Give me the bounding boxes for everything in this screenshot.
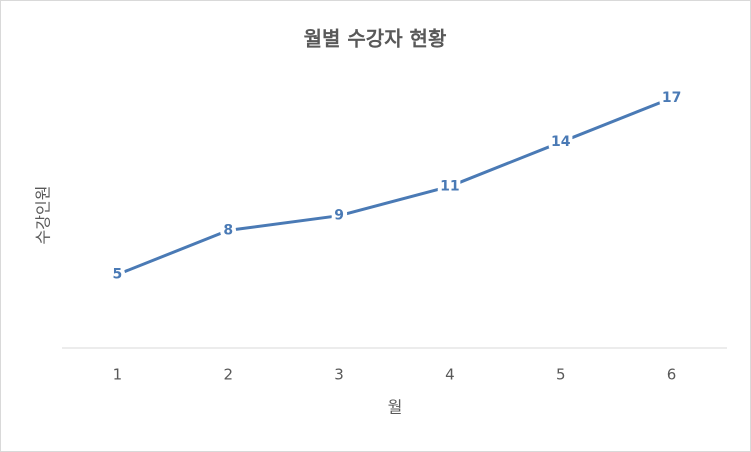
data-label: 17 bbox=[662, 90, 681, 106]
data-label: 5 bbox=[113, 267, 123, 283]
x-tick-label: 5 bbox=[556, 366, 566, 384]
y-axis-title: 수강인원 bbox=[34, 186, 53, 245]
data-label: 14 bbox=[551, 134, 571, 150]
chart-title: 월별 수강자 현황 bbox=[304, 27, 447, 51]
x-tick-label: 4 bbox=[445, 366, 455, 384]
x-axis-title: 월 bbox=[388, 398, 403, 417]
data-label: 8 bbox=[223, 222, 233, 238]
data-label: 11 bbox=[440, 178, 459, 194]
line-series bbox=[116, 96, 673, 276]
x-tick-label: 1 bbox=[113, 366, 123, 384]
x-tick-label: 2 bbox=[223, 366, 233, 384]
data-label: 9 bbox=[334, 208, 344, 224]
x-tick-label: 6 bbox=[667, 366, 677, 384]
x-tick-label: 3 bbox=[334, 366, 344, 384]
